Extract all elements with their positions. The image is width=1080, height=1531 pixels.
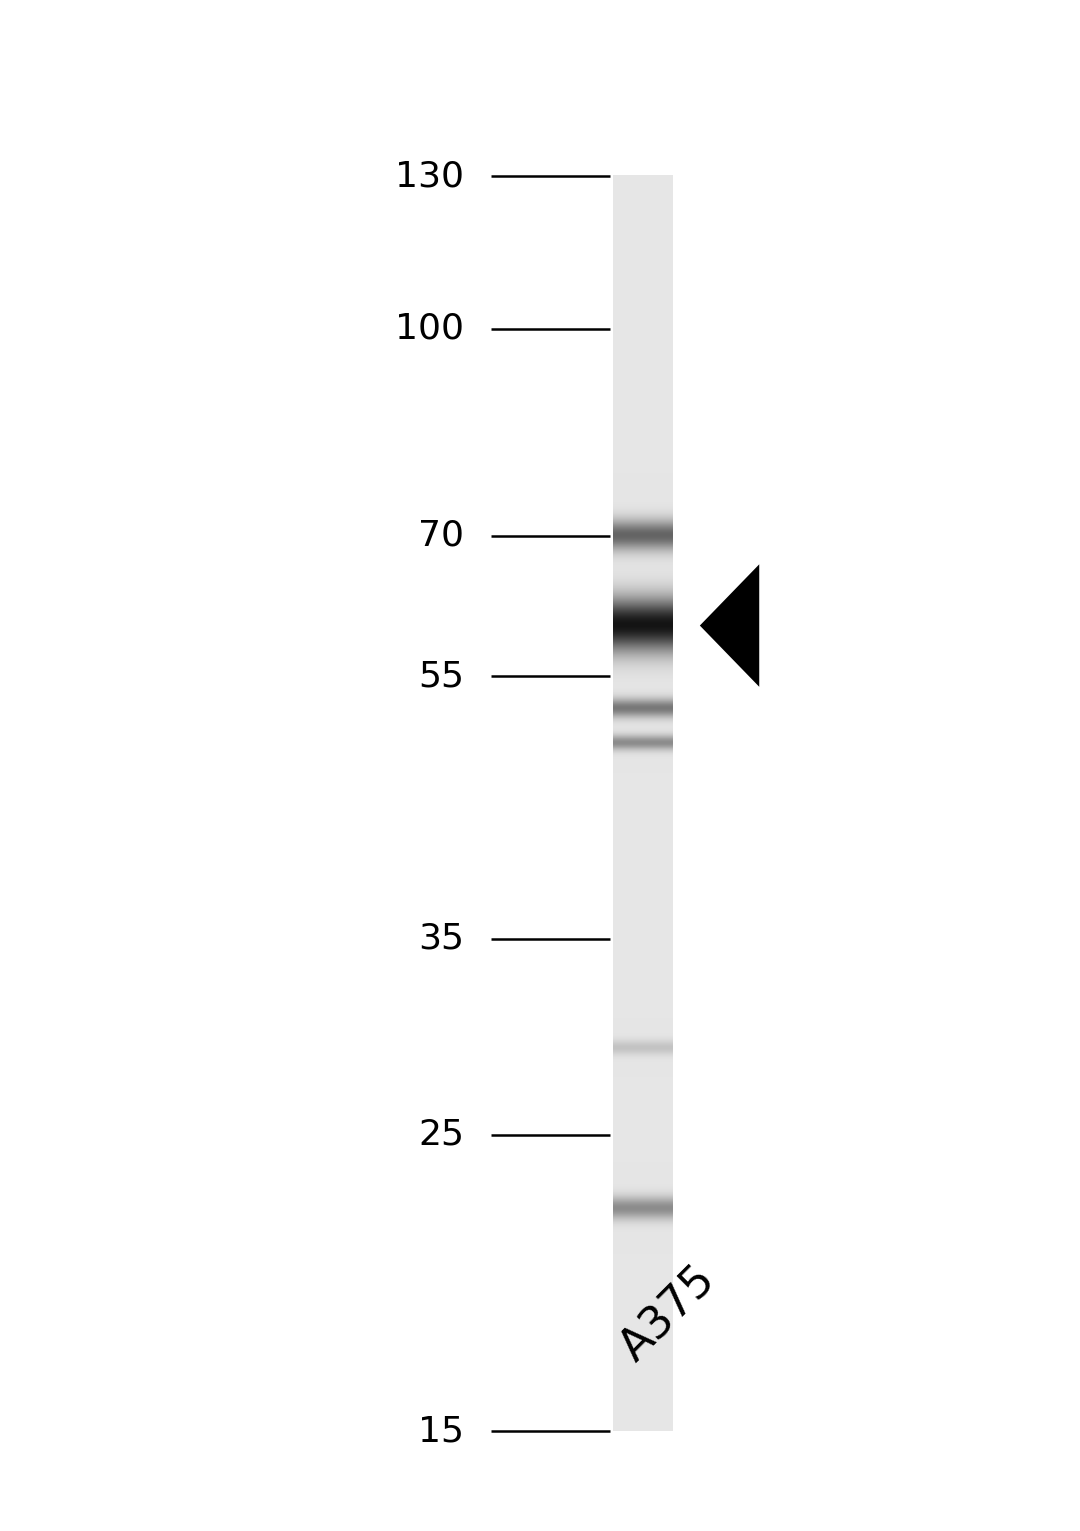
Polygon shape xyxy=(700,565,759,687)
Text: 70: 70 xyxy=(418,519,464,553)
Text: 55: 55 xyxy=(418,660,464,694)
Text: 100: 100 xyxy=(395,312,464,346)
Text: 25: 25 xyxy=(418,1118,464,1151)
Text: 35: 35 xyxy=(418,922,464,955)
Text: 15: 15 xyxy=(418,1415,464,1448)
Text: A375: A375 xyxy=(612,1258,725,1370)
Text: 130: 130 xyxy=(395,159,464,193)
